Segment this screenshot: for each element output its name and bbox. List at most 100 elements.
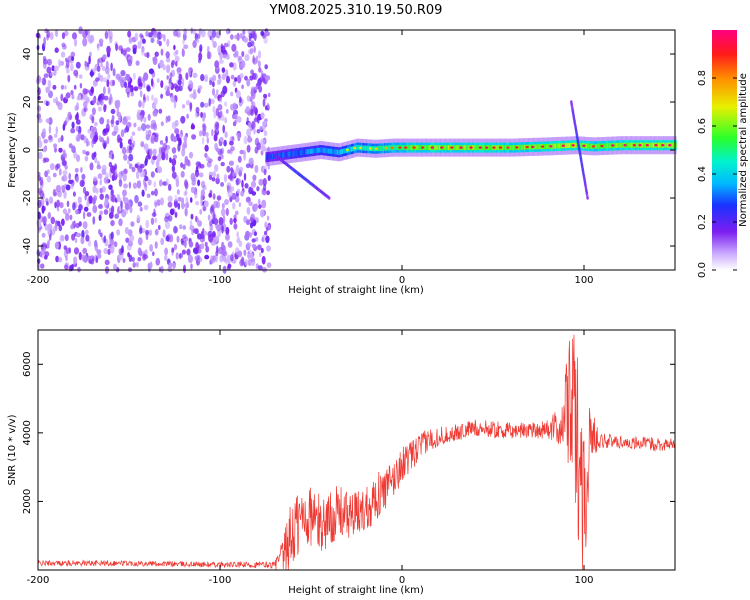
noise-speckle: [245, 163, 251, 169]
noise-speckle: [38, 187, 43, 195]
ridge-core: [310, 148, 313, 154]
snr-x-axis-label: Height of straight line (km): [288, 585, 424, 596]
ridge-core: [349, 146, 352, 152]
noise-speckle: [141, 123, 147, 132]
ridge-core: [457, 145, 461, 151]
noise-speckle: [189, 93, 193, 99]
noise-speckle: [190, 213, 194, 220]
noise-speckle: [56, 220, 61, 227]
noise-speckle: [195, 161, 201, 167]
ridge-peak: [398, 146, 402, 149]
noise-speckle: [256, 142, 261, 151]
noise-speckle: [167, 183, 172, 191]
ridge-core: [521, 144, 524, 150]
noise-speckle: [239, 32, 243, 39]
ridge-core: [348, 147, 351, 153]
noise-speckle: [264, 221, 268, 229]
ridge-core: [340, 149, 343, 155]
noise-speckle: [160, 93, 164, 99]
noise-speckle: [229, 217, 233, 225]
noise-speckle: [137, 201, 143, 207]
noise-speckle: [236, 231, 239, 238]
ridge-core: [508, 145, 511, 151]
noise-speckle: [102, 77, 108, 83]
ridge-core: [552, 143, 555, 149]
snr-plot-frame: [37, 329, 676, 571]
noise-speckle: [116, 99, 121, 109]
noise-speckle: [167, 195, 173, 202]
noise-speckle: [84, 155, 89, 162]
noise-speckle: [266, 215, 270, 221]
noise-speckle: [70, 51, 76, 58]
noise-speckle: [226, 265, 231, 271]
noise-speckle: [38, 151, 43, 160]
noise-speckle: [61, 32, 66, 40]
noise-speckle: [142, 76, 146, 84]
ridge-core: [455, 145, 458, 151]
noise-speckle: [42, 55, 47, 62]
noise-speckle: [76, 136, 80, 142]
noise-speckle: [165, 115, 169, 124]
noise-speckle: [53, 98, 56, 104]
ridge-core: [315, 148, 318, 154]
ridge-core: [580, 143, 583, 148]
noise-speckle: [71, 56, 75, 61]
noise-speckle: [122, 120, 128, 126]
noise-speckle: [203, 230, 208, 236]
noise-speckle: [153, 181, 157, 188]
noise-speckle: [134, 32, 139, 41]
noise-speckle: [64, 30, 69, 37]
noise-speckle: [183, 44, 189, 49]
noise-speckle: [182, 234, 187, 240]
noise-speckle: [171, 121, 177, 130]
noise-speckle: [139, 206, 143, 212]
noise-speckle: [166, 38, 170, 47]
noise-speckle: [206, 45, 210, 53]
noise-speckle: [143, 204, 149, 211]
ridge-peak: [440, 146, 444, 149]
ridge-core: [437, 145, 440, 151]
ridge-core: [372, 146, 375, 152]
noise-speckle: [36, 75, 41, 82]
noise-speckle: [109, 93, 113, 102]
noise-speckle: [213, 93, 218, 99]
noise-speckle: [219, 110, 223, 117]
noise-speckle: [247, 136, 253, 143]
noise-speckle: [139, 227, 143, 235]
noise-speckle: [65, 67, 70, 74]
ridge-core: [307, 149, 310, 155]
ridge-core: [613, 143, 616, 148]
ridge-core: [468, 145, 471, 151]
noise-speckle: [214, 254, 218, 263]
noise-speckle: [119, 205, 122, 212]
noise-speckle: [223, 42, 229, 48]
noise-speckle: [219, 59, 224, 64]
noise-speckle: [43, 216, 47, 224]
noise-speckle: [111, 205, 115, 214]
ridge-core: [535, 144, 538, 150]
noise-speckle: [142, 101, 145, 109]
noise-speckle: [250, 180, 257, 188]
noise-speckle: [158, 40, 162, 47]
ridge-core: [382, 145, 385, 151]
noise-speckle: [257, 265, 263, 270]
noise-speckle: [263, 36, 268, 44]
noise-speckle: [114, 213, 119, 219]
noise-speckle: [200, 111, 204, 118]
noise-speckle: [114, 168, 118, 176]
noise-speckle: [103, 128, 107, 134]
noise-speckle: [81, 254, 85, 262]
ridge-peak: [531, 145, 535, 149]
noise-speckle: [112, 79, 116, 86]
snr-x-ticks: -200 -100 0 100: [27, 330, 594, 586]
noise-speckle: [104, 30, 109, 40]
noise-speckle: [152, 148, 157, 156]
noise-speckle: [258, 204, 262, 210]
noise-speckle: [132, 47, 137, 55]
noise-speckle: [69, 63, 74, 72]
noise-speckle: [200, 101, 205, 108]
ridge-core: [578, 143, 582, 148]
noise-speckle: [61, 218, 65, 226]
noise-speckle: [85, 151, 90, 156]
noise-speckle: [88, 195, 93, 204]
